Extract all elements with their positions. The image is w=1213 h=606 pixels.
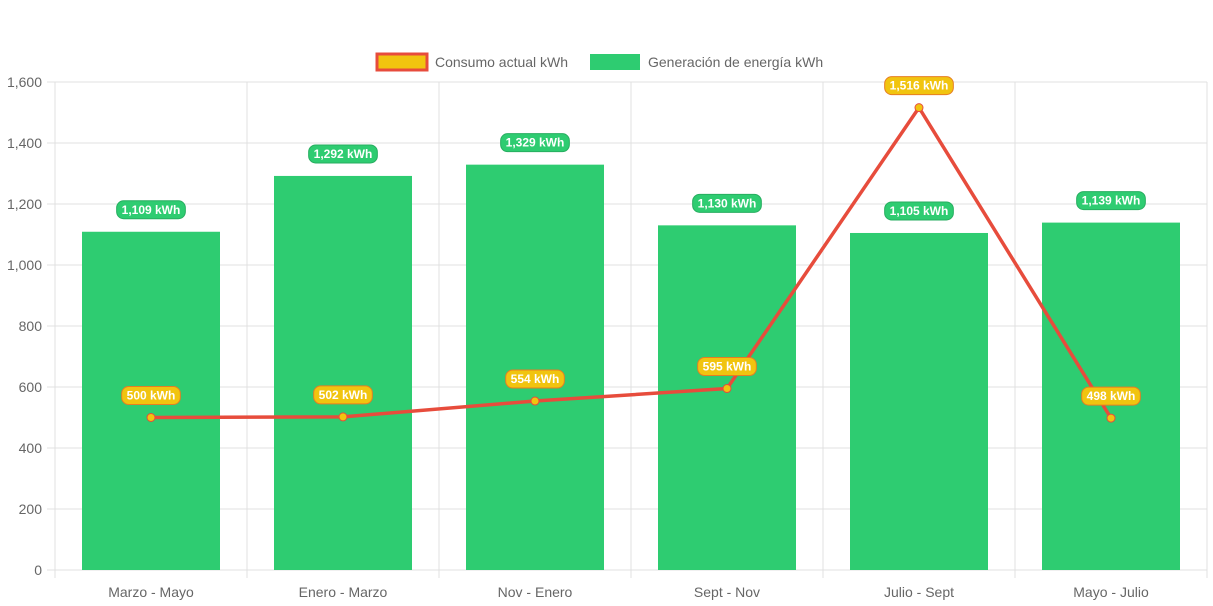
bar-data-label-box bbox=[884, 201, 954, 221]
axes: 0 200 400 600 800 1,000 1,200 1,400 1,600 Marzo -… bbox=[7, 74, 1149, 600]
bar bbox=[466, 164, 604, 570]
legend-swatch-consumo bbox=[375, 52, 429, 72]
line-data-label: 500 kWh bbox=[121, 386, 181, 405]
line-data-label-text: 502 kWh bbox=[319, 388, 368, 402]
grid bbox=[47, 81, 1208, 578]
bar-data-label-text: 1,109 kWh bbox=[122, 203, 181, 217]
x-tick-label: Nov - Enero bbox=[498, 584, 573, 600]
data-labels: 1,109 kWh 1,292 kWh 1,329 kWh 1,130 kWh 1,10… bbox=[116, 76, 1146, 406]
bar-data-label-box bbox=[1076, 191, 1146, 211]
line-point bbox=[914, 103, 924, 113]
bar-data-label-box bbox=[308, 144, 378, 164]
y-tick-label: 200 bbox=[19, 501, 43, 517]
line-data-label-text: 595 kWh bbox=[703, 360, 752, 374]
line-point bbox=[722, 384, 732, 394]
line-data-label: 498 kWh bbox=[1081, 386, 1141, 406]
line-data-label-box bbox=[697, 357, 757, 377]
x-tick-label: Julio - Sept bbox=[884, 584, 954, 600]
line-point bbox=[146, 413, 156, 422]
bar-data-label: 1,105 kWh bbox=[884, 201, 954, 221]
line-point bbox=[530, 396, 540, 406]
legend-label-consumo: Consumo actual kWh bbox=[435, 54, 568, 70]
legend: Consumo actual kWh Generación de energía … bbox=[375, 52, 823, 72]
line-data-label-box bbox=[313, 385, 373, 405]
line-data-label-box bbox=[121, 386, 181, 405]
line-data-label-box bbox=[1081, 386, 1141, 406]
y-tick-label: 400 bbox=[19, 440, 43, 456]
x-tick-label: Enero - Marzo bbox=[299, 584, 388, 600]
legend-swatch-generacion bbox=[590, 54, 640, 70]
line-data-label: 1,516 kWh bbox=[884, 76, 954, 96]
bar-data-label: 1,329 kWh bbox=[500, 133, 570, 153]
bar-data-label: 1,292 kWh bbox=[308, 144, 378, 164]
bar-data-label: 1,139 kWh bbox=[1076, 191, 1146, 211]
y-tick-label: 1,000 bbox=[7, 257, 42, 273]
line-data-label: 554 kWh bbox=[505, 369, 565, 389]
line-data-label-text: 554 kWh bbox=[511, 372, 560, 386]
y-tick-label: 1,200 bbox=[7, 196, 42, 212]
line-data-label-box bbox=[884, 76, 954, 96]
bar-data-label: 1,130 kWh bbox=[692, 193, 762, 213]
bar-data-label-text: 1,130 kWh bbox=[698, 196, 757, 210]
line-point bbox=[338, 412, 348, 422]
y-tick-label: 1,400 bbox=[7, 135, 42, 151]
line-data-label-box bbox=[505, 369, 565, 389]
x-tick-label: Marzo - Mayo bbox=[108, 584, 194, 600]
y-tick-label: 800 bbox=[19, 318, 43, 334]
bar-data-label-text: 1,105 kWh bbox=[890, 204, 949, 218]
bar-data-label-box bbox=[692, 193, 762, 213]
bar-data-label: 1,109 kWh bbox=[116, 200, 186, 220]
bar-data-label-text: 1,139 kWh bbox=[1082, 194, 1141, 208]
line-series bbox=[146, 103, 1116, 423]
bar bbox=[658, 225, 796, 570]
bar bbox=[850, 232, 988, 570]
bar bbox=[274, 175, 412, 570]
line-data-label-text: 498 kWh bbox=[1087, 389, 1136, 403]
bar-data-label-text: 1,292 kWh bbox=[314, 147, 373, 161]
line-data-label: 595 kWh bbox=[697, 357, 757, 377]
line-data-label: 502 kWh bbox=[313, 385, 373, 405]
line-path bbox=[150, 105, 1113, 420]
line-data-label-text: 1,516 kWh bbox=[890, 79, 949, 93]
y-tick-label: 600 bbox=[19, 379, 43, 395]
legend-label-generacion: Generación de energía kWh bbox=[648, 54, 823, 70]
bar-data-label-text: 1,329 kWh bbox=[506, 136, 565, 150]
y-tick-label: 0 bbox=[34, 562, 42, 578]
bar-data-label-box bbox=[500, 133, 570, 153]
line-point bbox=[1106, 413, 1116, 423]
x-tick-label: Sept - Nov bbox=[694, 584, 760, 600]
y-tick-label: 1,600 bbox=[7, 74, 42, 90]
line-data-label-text: 500 kWh bbox=[127, 389, 176, 403]
bar-data-label-box bbox=[116, 200, 186, 220]
x-tick-label: Mayo - Julio bbox=[1073, 584, 1149, 600]
